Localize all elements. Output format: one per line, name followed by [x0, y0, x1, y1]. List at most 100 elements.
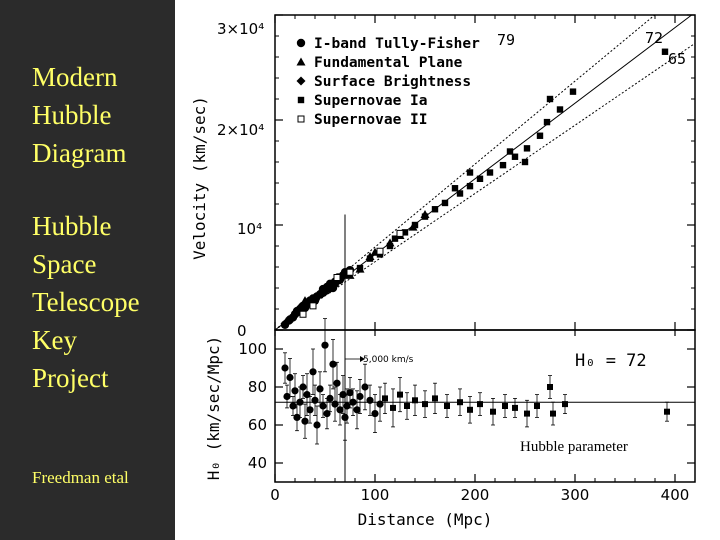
- velocity-data-point: [466, 182, 474, 190]
- subtitle-line: Space: [32, 249, 97, 279]
- h0-y-tick-label: 100: [238, 340, 267, 358]
- slide-title: Modern Hubble Diagram: [32, 58, 126, 172]
- velocity-data-point: [506, 148, 514, 155]
- h0-data-point: [534, 403, 540, 409]
- velocity-data-point: [391, 235, 399, 242]
- h0-data-point: [319, 402, 327, 410]
- h0-data-point: [289, 402, 297, 410]
- h0-data-point: [309, 368, 317, 376]
- title-line: Diagram: [32, 138, 127, 168]
- subtitle-line: Key: [32, 325, 77, 355]
- legend-marker: [296, 76, 306, 86]
- h0-data-point: [336, 406, 344, 414]
- velocity-data-point: [536, 132, 544, 139]
- velocity-data-point: [280, 319, 290, 329]
- h0-data-point: [316, 385, 324, 393]
- h0-y-tick-label: 80: [248, 378, 267, 396]
- velocity-data-point: [546, 95, 554, 103]
- h0-data-point: [311, 396, 319, 404]
- h0-data-point: [283, 392, 291, 401]
- h0-data-point: [524, 410, 530, 417]
- h0-data-point: [376, 400, 384, 408]
- velocity-data-point: [441, 199, 449, 207]
- h0-data-point: [366, 396, 374, 404]
- h0-data-point: [286, 373, 294, 382]
- h0-data-point: [382, 395, 388, 402]
- velocity-data-point: [543, 118, 551, 126]
- legend-marker: [296, 57, 306, 66]
- h0-data-point: [397, 391, 403, 398]
- h0-data-point: [490, 408, 496, 415]
- h0-data-point: [502, 403, 508, 409]
- velocity-data-point: [401, 229, 409, 236]
- h0-data-point: [313, 421, 321, 429]
- h0-data-point: [353, 406, 361, 414]
- y-tick-label: 3×10⁴: [217, 20, 264, 38]
- h0-data-point: [323, 410, 331, 418]
- velocity-data-point: [356, 264, 364, 272]
- h0-data-point: [444, 403, 450, 409]
- h0-data-point: [346, 389, 354, 397]
- velocity-data-point: [366, 255, 374, 262]
- legend-marker: [297, 115, 305, 123]
- y-tick-label: 10⁴: [237, 220, 262, 238]
- h0-data-point: [371, 410, 379, 418]
- h0-axis-label: H₀ (km/sec/Mpc): [204, 336, 223, 481]
- legend-marker: [296, 38, 306, 48]
- title-line: Modern: [32, 62, 118, 92]
- legend-entry: Fundamental Plane: [314, 55, 463, 71]
- h0-data-point: [329, 360, 337, 368]
- legend-entry: Supernovae II: [314, 112, 428, 128]
- h0-data-point: [562, 401, 568, 408]
- h0-data-point: [281, 364, 289, 372]
- h0-data-point: [296, 398, 304, 406]
- velocity-data-point: [299, 310, 307, 318]
- h0-data-point: [301, 417, 309, 425]
- h0-data-point: [321, 341, 329, 349]
- slide-credit: Freedman etal: [32, 468, 129, 487]
- h0-data-point: [457, 399, 463, 406]
- fit-line-label: 65: [668, 50, 686, 68]
- h0-data-point: [467, 406, 473, 413]
- velocity-data-point: [569, 88, 577, 95]
- velocity-data-point: [411, 221, 419, 229]
- h0-y-tick-label: 60: [248, 416, 267, 434]
- x-tick-label: 400: [661, 486, 690, 504]
- bottom-panel-frame: [274, 329, 696, 483]
- velocity-data-point: [285, 315, 295, 324]
- velocity-data-point: [499, 161, 507, 169]
- velocity-marker-label: 5,000 km/s: [363, 355, 414, 365]
- velocity-data-point: [456, 190, 464, 197]
- x-tick-label: 100: [361, 486, 390, 504]
- legend-marker: [297, 96, 305, 104]
- x-tick-label: 0: [270, 486, 280, 504]
- fit-line-label: 79: [497, 31, 515, 49]
- h0-data-point: [349, 398, 357, 406]
- h0-data-point: [291, 387, 299, 395]
- h0-data-point: [306, 406, 314, 414]
- velocity-data-point: [315, 287, 325, 296]
- legend-entry: Supernovae Ia: [314, 93, 428, 109]
- legend-entry: Surface Brightness: [314, 74, 471, 90]
- hubble-diagram-figure: 79 72 65 0 10⁴ 2×10⁴ 3×10⁴ Velocity (km/sec) I-b…: [175, 0, 720, 540]
- h0-data-point: [550, 410, 556, 417]
- slide-subtitle: Hubble Space Telescope Key Project: [32, 207, 140, 397]
- h0-data-point: [512, 404, 518, 411]
- velocity-data-point: [300, 303, 310, 313]
- h0-data-point: [293, 413, 301, 421]
- h0-data-point: [547, 384, 553, 390]
- velocity-data-point: [309, 302, 317, 310]
- x-tick-label: 300: [561, 486, 590, 504]
- subtitle-line: Hubble: [32, 211, 112, 241]
- fit-line-label: 72: [645, 29, 663, 47]
- x-tick-label: 200: [461, 486, 490, 504]
- h0-data-point: [341, 413, 349, 421]
- y-tick-label: 2×10⁴: [217, 121, 264, 139]
- h0-value-label: H₀ = 72: [575, 351, 647, 371]
- velocity-data-point: [521, 158, 529, 166]
- distance-axis-label: Distance (Mpc): [358, 510, 493, 529]
- velocity-data-point: [396, 229, 404, 237]
- h0-data-point: [356, 392, 364, 401]
- velocity-data-point: [511, 153, 519, 160]
- h0-data-point: [432, 395, 438, 402]
